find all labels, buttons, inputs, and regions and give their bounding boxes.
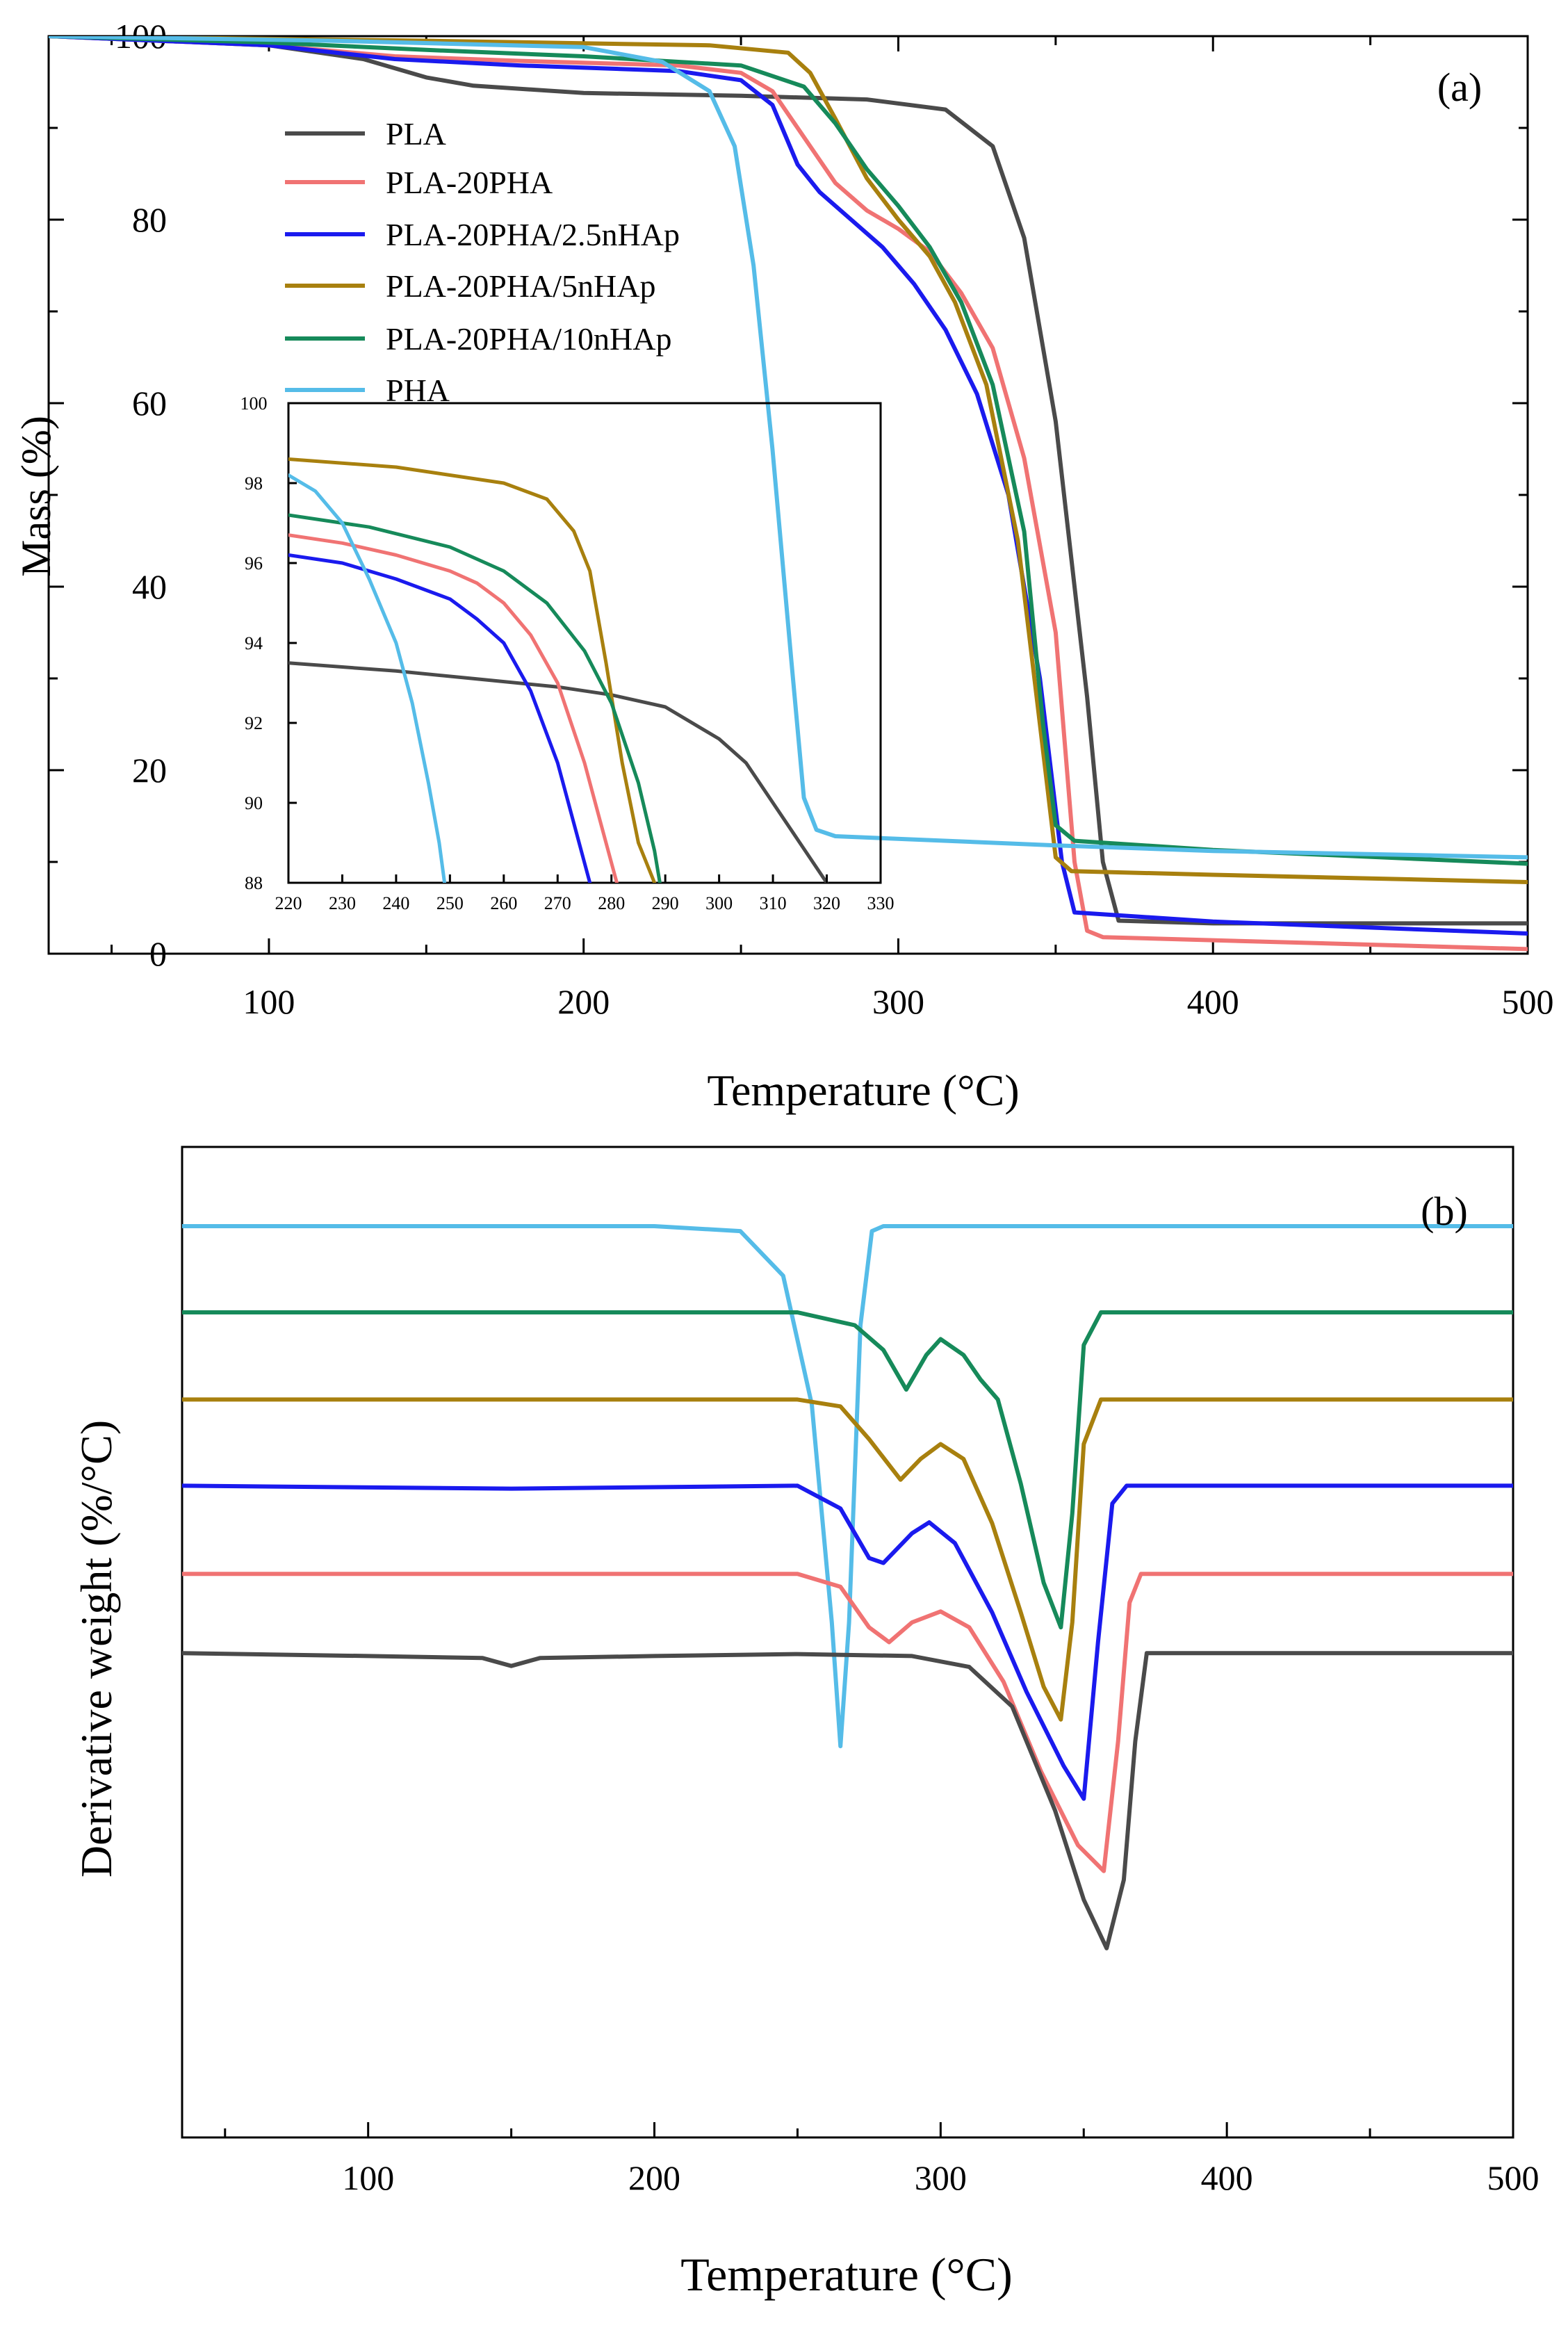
inset-series-pha: [288, 473, 447, 883]
panel-b-y-axis-label: Derivative weight (%/°C): [72, 1420, 121, 1877]
inset-x-tick-label-330: 330: [867, 893, 895, 913]
legend-entry-pla-20pha-5nhap: PLA-20PHA/5nHAp: [285, 268, 655, 304]
panel-b-x-tick-label-100: 100: [342, 2158, 394, 2197]
panel-b-series-pla: [182, 1651, 1513, 1950]
inset-x-tick-label-260: 260: [490, 893, 517, 913]
panel-a-series-pla-20pha-10nhap: [49, 36, 1528, 866]
legend-label-pla-20pha: PLA-20PHA: [386, 165, 553, 200]
inset-series-pla-20pha-5nhap: [288, 457, 657, 883]
inset-y-tick-label-94: 94: [245, 633, 263, 653]
panel-a-x-ticks: 100 200 300 400 500: [111, 36, 1554, 1021]
legend-label-pla-20pha-5nhap: PLA-20PHA/5nHAp: [386, 268, 655, 304]
panel-b-derivative-chart: 100 200 300 400 500 Derivative weight (%/°C)…: [72, 1146, 1540, 2301]
panel-a-legend: PLA PLA-20PHA PLA-20PHA/2.5nHAp PLA-20PH…: [285, 116, 680, 408]
inset-x-tick-label-280: 280: [598, 893, 625, 913]
legend-label-pla-20pha-10nhap: PLA-20PHA/10nHAp: [386, 321, 671, 357]
panel-a-y-tick-label-0: 0: [149, 934, 167, 973]
panel-a-y-tick-label-40: 40: [132, 567, 167, 606]
panel-b-series-pla-20pha-5nhap: [182, 1397, 1513, 1722]
panel-a-x-tick-label-100: 100: [243, 982, 295, 1021]
inset-x-tick-label-270: 270: [544, 893, 571, 913]
inset-y-ticks: 88 90 92 94 96 98 100: [240, 393, 297, 893]
panel-a-x-tick-label-400: 400: [1187, 982, 1239, 1021]
inset-x-ticks: 220 230 240 250 260 270 280 290 300 310 320 330: [275, 874, 895, 913]
panel-a-mass-chart: 100 200 300 400 500 0 20 40 60 80 100 Mass (%) Te…: [13, 17, 1554, 1115]
inset-series-pla: [288, 661, 828, 883]
panel-b-series-pla-20pha-2-5nhap: [182, 1483, 1513, 1801]
inset-x-tick-label-300: 300: [705, 893, 733, 913]
panel-b-series: [182, 1224, 1513, 1950]
panel-a-y-tick-label-20: 20: [132, 751, 167, 790]
panel-a-inset: 220 230 240 250 260 270 280 290 300 310 320 330 88 9…: [240, 393, 895, 913]
panel-b-x-tick-label-500: 500: [1487, 2158, 1540, 2197]
legend-label-pla: PLA: [386, 116, 446, 152]
inset-series-pla-20pha-2-5nhap: [288, 553, 592, 883]
inset-y-tick-label-98: 98: [245, 473, 263, 494]
panel-a-series-pla-20pha: [49, 36, 1528, 952]
panel-b-series-pla-20pha: [182, 1572, 1513, 1873]
panel-a-y-ticks: 0 20 40 60 80 100: [49, 17, 1528, 973]
inset-x-tick-label-290: 290: [652, 893, 679, 913]
inset-x-tick-label-310: 310: [760, 893, 787, 913]
panel-a-series: [49, 36, 1528, 952]
panel-a-x-tick-label-300: 300: [872, 982, 924, 1021]
inset-x-tick-label-320: 320: [813, 893, 840, 913]
inset-series-pla-20pha-10nhap: [288, 513, 662, 883]
legend-entry-pla-20pha-10nhap: PLA-20PHA/10nHAp: [285, 321, 671, 357]
panel-a-x-tick-label-500: 500: [1502, 982, 1554, 1021]
panel-a-x-tick-label-200: 200: [557, 982, 610, 1021]
panel-a-x-axis-label: Temperature (°C): [707, 1066, 1019, 1115]
panel-a-series-pha: [49, 36, 1528, 860]
legend-entry-pla: PLA: [285, 116, 446, 152]
panel-b-x-tick-label-400: 400: [1201, 2158, 1253, 2197]
inset-x-tick-label-220: 220: [275, 893, 302, 913]
legend-label-pla-20pha-2-5nhap: PLA-20PHA/2.5nHAp: [386, 217, 680, 252]
inset-y-tick-label-90: 90: [245, 793, 263, 813]
inset-series: [288, 457, 828, 883]
panel-b-x-axis-label: Temperature (°C): [680, 2248, 1012, 2301]
panel-b-series-pha: [182, 1224, 1513, 1749]
panel-b-x-tick-label-300: 300: [915, 2158, 967, 2197]
panel-a-label: (a): [1437, 65, 1482, 110]
panel-a-series-pla: [49, 36, 1528, 926]
inset-x-tick-label-250: 250: [436, 893, 464, 913]
panel-a-y-axis-label: Mass (%): [13, 416, 59, 577]
legend-entry-pla-20pha: PLA-20PHA: [285, 165, 553, 200]
panel-b-series-pla-20pha-10nhap: [182, 1310, 1513, 1630]
panel-b-x-tick-label-200: 200: [628, 2158, 680, 2197]
legend-label-pha: PHA: [386, 373, 450, 408]
inset-y-tick-label-92: 92: [245, 713, 263, 733]
panel-a-y-tick-label-80: 80: [132, 200, 167, 239]
inset-y-tick-label-88: 88: [245, 873, 263, 893]
inset-x-tick-label-240: 240: [382, 893, 409, 913]
inset-y-tick-label-100: 100: [240, 393, 268, 414]
panel-b-label: (b): [1421, 1189, 1468, 1234]
legend-entry-pla-20pha-2-5nhap: PLA-20PHA/2.5nHAp: [285, 217, 680, 252]
panel-b-plot-frame: [181, 1146, 1514, 2139]
inset-series-pla-20pha: [288, 533, 619, 883]
legend-entry-pha: PHA: [285, 373, 450, 408]
panel-a-y-tick-label-60: 60: [132, 384, 167, 423]
panel-a-plot-frame: [47, 35, 1529, 955]
panel-a-series-pla-20pha-2-5nhap: [49, 36, 1528, 936]
inset-x-tick-label-230: 230: [329, 893, 356, 913]
panel-b-x-ticks: 100 200 300 400 500: [224, 2122, 1540, 2197]
panel-a-series-pla-20pha-5nhap: [49, 36, 1528, 884]
inset-y-tick-label-96: 96: [245, 553, 263, 573]
